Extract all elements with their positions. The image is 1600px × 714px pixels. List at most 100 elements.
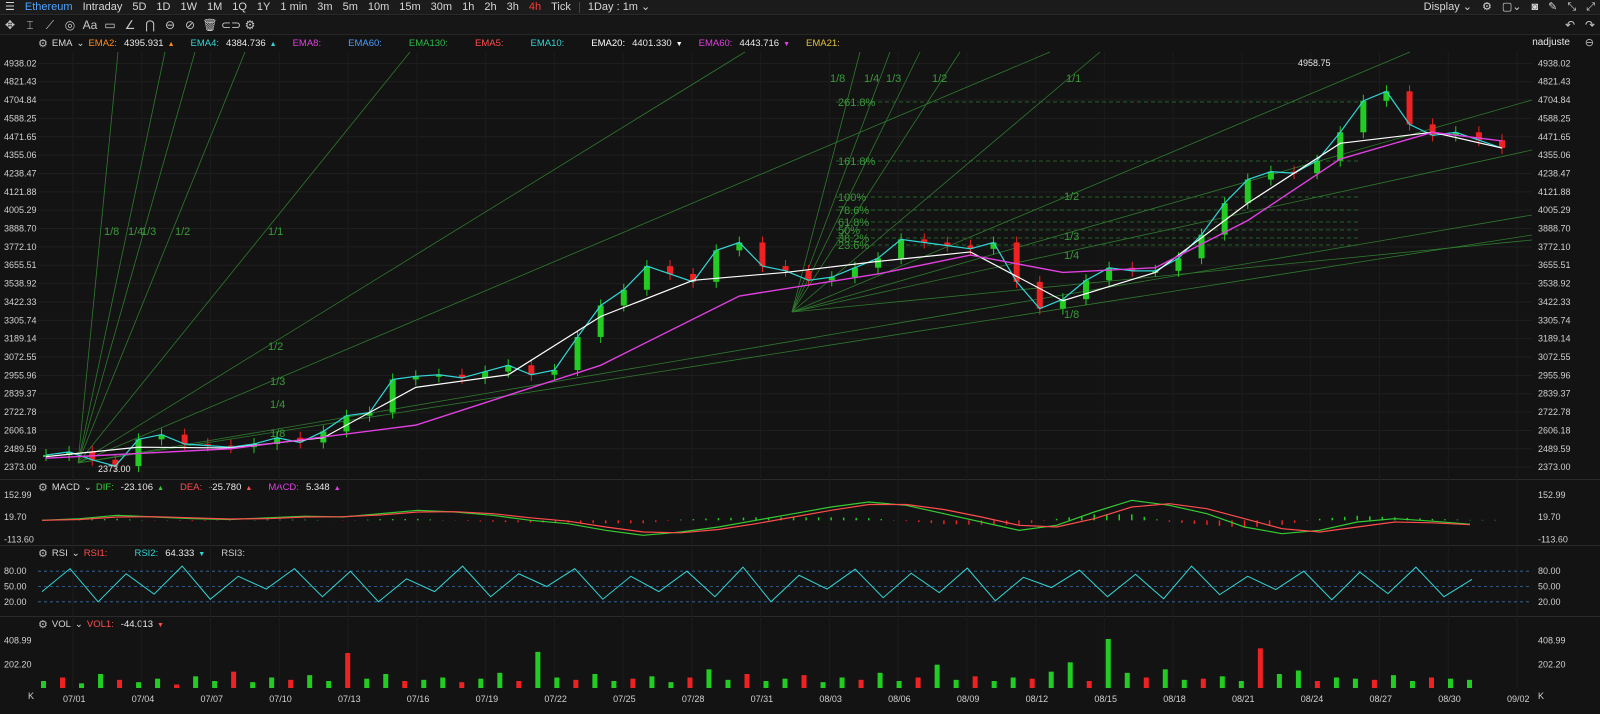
candle-body xyxy=(713,250,720,282)
comment-icon[interactable]: ▭ xyxy=(104,18,116,32)
settings-icon[interactable]: ⚙ xyxy=(1482,0,1492,13)
period-7[interactable]: 1 min xyxy=(280,0,308,13)
volume-bar xyxy=(1257,648,1263,688)
chevron-down-icon[interactable]: ⌄ xyxy=(74,619,83,630)
period-9[interactable]: 5m xyxy=(342,0,358,13)
camera-icon[interactable]: ◙ xyxy=(1531,0,1539,13)
rsi-legend-item[interactable]: RSI3: xyxy=(221,547,245,559)
zoom-out-icon[interactable]: ⊖ xyxy=(1584,37,1594,49)
ema-legend-item[interactable]: EMA60: 4443.716 ▼ xyxy=(698,37,791,49)
gear-icon[interactable]: ⚙ xyxy=(244,18,256,32)
rsi-legend-item[interactable]: RSI1: xyxy=(83,547,108,559)
magnet-icon[interactable]: ⋂ xyxy=(145,18,155,32)
hide-icon[interactable]: ⊘ xyxy=(184,18,196,32)
gear-icon[interactable]: ⚙ xyxy=(38,548,48,560)
interval-dropdown[interactable]: 1Day : 1m ⌄ xyxy=(587,0,651,13)
macd-legend-item[interactable]: MACD: 5.348 ▲ xyxy=(268,481,341,493)
y-tick-left: 4355.06 xyxy=(4,150,37,160)
period-2[interactable]: 1D xyxy=(156,0,171,13)
undo-icon[interactable]: ↶ xyxy=(1564,18,1576,32)
y-tick-left: 4588.25 xyxy=(4,113,37,123)
macd-title[interactable]: MACD xyxy=(51,482,80,493)
ema-legend-item[interactable]: EMA130: xyxy=(408,37,448,49)
volume-bar xyxy=(1238,681,1244,688)
candle-body xyxy=(736,242,743,251)
volume-bar xyxy=(972,676,978,688)
expand-icon[interactable]: ⤢ xyxy=(1586,0,1595,13)
gear-icon[interactable]: ⚙ xyxy=(38,619,48,631)
angle-icon[interactable]: ∠ xyxy=(124,18,136,32)
ema-legend-item[interactable]: EMA5: xyxy=(474,37,504,49)
candle-body xyxy=(667,266,673,274)
period-11[interactable]: 15m xyxy=(399,0,421,13)
ema-title[interactable]: EMA xyxy=(51,38,73,49)
line-tool-icon[interactable]: ⟋ xyxy=(45,18,55,32)
y-tick-right: 4005.29 xyxy=(1538,205,1571,215)
y-tick-right: 3305.74 xyxy=(1538,315,1571,325)
trash-icon[interactable]: 🗑 xyxy=(202,18,218,32)
period-1[interactable]: 5D xyxy=(132,0,147,13)
rsi-legend-item[interactable]: RSI2: 64.333 ▼ xyxy=(134,547,206,559)
period-15[interactable]: 3h xyxy=(506,0,519,13)
period-5[interactable]: 1Q xyxy=(232,0,247,13)
gann-fan-line xyxy=(77,214,1533,464)
vol-legend-item[interactable]: VOL1: -44.013 ▼ xyxy=(86,618,164,630)
gear-icon[interactable]: ⚙ xyxy=(38,38,48,50)
circle-tool-icon[interactable]: ◎ xyxy=(64,18,76,32)
ema-legend-item[interactable]: EMA21: xyxy=(806,37,840,49)
gear-icon[interactable]: ⚙ xyxy=(38,482,48,494)
chevron-down-icon[interactable]: ⌄ xyxy=(71,548,80,559)
volume-bar xyxy=(1143,677,1149,688)
period-3[interactable]: 1W xyxy=(180,0,197,13)
y-tick-left: 4238.47 xyxy=(4,168,37,178)
symbol-name[interactable]: Ethereum xyxy=(24,0,73,13)
candle-body xyxy=(1036,281,1043,309)
chevron-down-icon[interactable]: ⌄ xyxy=(83,482,92,493)
volume-bar xyxy=(1371,679,1377,688)
cursor-icon[interactable]: ⌶ xyxy=(26,18,34,32)
volume-bar xyxy=(307,675,313,688)
period-13[interactable]: 1h xyxy=(462,0,475,13)
collapse-icon[interactable]: ⤡ xyxy=(1567,0,1577,13)
period-0[interactable]: Intraday xyxy=(82,0,123,13)
ema-legend-item[interactable]: EMA20: 4401.330 ▼ xyxy=(591,37,683,49)
ema-legend-item[interactable]: EMA8: xyxy=(292,37,322,49)
pen-icon[interactable]: ✎ xyxy=(1548,0,1558,13)
volume-bar xyxy=(915,677,921,688)
period-14[interactable]: 2h xyxy=(484,0,497,13)
ema-legend-item[interactable]: EMA10: xyxy=(530,37,565,49)
period-4[interactable]: 1M xyxy=(206,0,223,13)
link-icon[interactable]: ⊂⊃ xyxy=(221,18,242,32)
volume-bar xyxy=(326,681,332,688)
period-10[interactable]: 10m xyxy=(367,0,390,13)
macd-legend-item[interactable]: DIF: -23.106 ▲ xyxy=(95,481,164,493)
display-dropdown[interactable]: Display ⌄ xyxy=(1423,0,1472,13)
period-16[interactable]: 4h xyxy=(528,0,542,13)
window-icon[interactable]: ▢⌄ xyxy=(1501,0,1522,13)
period-8[interactable]: 3m xyxy=(317,0,333,13)
y-tick-left: 4005.29 xyxy=(4,205,37,215)
y-tick-left: 3772.10 xyxy=(4,242,37,252)
candle-body xyxy=(967,245,974,249)
period-17[interactable]: Tick xyxy=(551,0,571,13)
macd-legend-item[interactable]: DEA: -25.780 ▲ xyxy=(179,481,253,493)
period-6[interactable]: 1Y xyxy=(256,0,271,13)
period-12[interactable]: 30m xyxy=(430,0,453,13)
gann-label: 1/2 xyxy=(932,73,947,85)
y-tick-left: 3888.70 xyxy=(4,224,37,234)
vol-title[interactable]: VOL xyxy=(51,619,71,630)
rsi-title[interactable]: RSI xyxy=(51,548,68,559)
ema-legend-item[interactable]: EMA4: 4384.736 ▲ xyxy=(190,37,277,49)
text-tool-icon[interactable]: Aa xyxy=(82,18,98,32)
move-icon[interactable]: ✥ xyxy=(4,18,16,32)
y-tick-right: 4471.65 xyxy=(1538,132,1571,142)
lock-icon[interactable]: ⊖ xyxy=(164,18,176,32)
volume-bar xyxy=(79,683,85,688)
redo-icon[interactable]: ↷ xyxy=(1584,18,1596,32)
candle-body xyxy=(1175,258,1182,271)
ema-legend-item[interactable]: EMA2: 4395.931 ▲ xyxy=(88,37,175,49)
menu-icon[interactable]: ☰ xyxy=(5,0,15,13)
ema-legend-item[interactable]: EMA60: xyxy=(348,37,382,49)
candle-body xyxy=(1314,160,1321,174)
chevron-down-icon[interactable]: ⌄ xyxy=(76,38,85,49)
